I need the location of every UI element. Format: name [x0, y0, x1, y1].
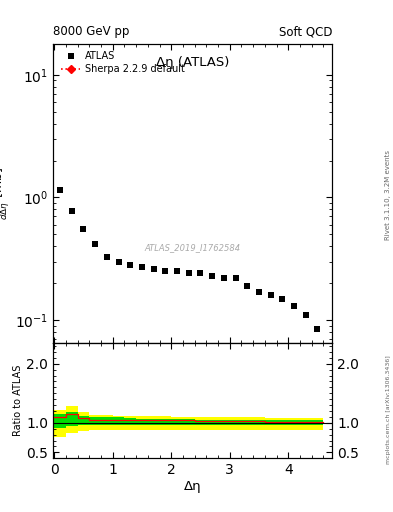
ATLAS	[175, 268, 180, 274]
ATLAS	[163, 268, 168, 274]
ATLAS	[222, 275, 226, 281]
ATLAS	[233, 275, 238, 281]
ATLAS	[70, 208, 74, 214]
Y-axis label: $\frac{d\sigma}{d\Delta\eta}$ [mb]: $\frac{d\sigma}{d\Delta\eta}$ [mb]	[0, 166, 12, 220]
ATLAS	[257, 289, 261, 295]
ATLAS	[268, 292, 273, 298]
ATLAS	[151, 266, 156, 272]
Y-axis label: Ratio to ATLAS: Ratio to ATLAS	[13, 365, 24, 436]
ATLAS	[303, 312, 308, 318]
ATLAS	[58, 187, 62, 193]
ATLAS	[198, 270, 203, 276]
Text: Δη (ATLAS): Δη (ATLAS)	[156, 55, 229, 69]
ATLAS	[210, 273, 215, 279]
ATLAS	[280, 295, 285, 302]
Legend: ATLAS, Sherpa 2.2.9 default: ATLAS, Sherpa 2.2.9 default	[58, 48, 188, 77]
ATLAS	[116, 259, 121, 265]
Text: mcplots.cern.ch [arXiv:1306.3436]: mcplots.cern.ch [arXiv:1306.3436]	[386, 355, 391, 464]
ATLAS	[128, 262, 132, 268]
X-axis label: Δη: Δη	[184, 480, 201, 493]
ATLAS	[140, 264, 144, 270]
Text: 8000 GeV pp: 8000 GeV pp	[53, 26, 129, 38]
ATLAS	[81, 226, 86, 232]
ATLAS	[292, 303, 296, 309]
Text: Rivet 3.1.10, 3.2M events: Rivet 3.1.10, 3.2M events	[385, 150, 391, 240]
Line: ATLAS: ATLAS	[57, 187, 321, 332]
ATLAS	[93, 241, 97, 247]
Text: ATLAS_2019_I1762584: ATLAS_2019_I1762584	[145, 243, 241, 252]
Text: Soft QCD: Soft QCD	[279, 26, 332, 38]
ATLAS	[245, 283, 250, 289]
ATLAS	[186, 270, 191, 276]
ATLAS	[315, 326, 320, 332]
ATLAS	[105, 253, 109, 260]
